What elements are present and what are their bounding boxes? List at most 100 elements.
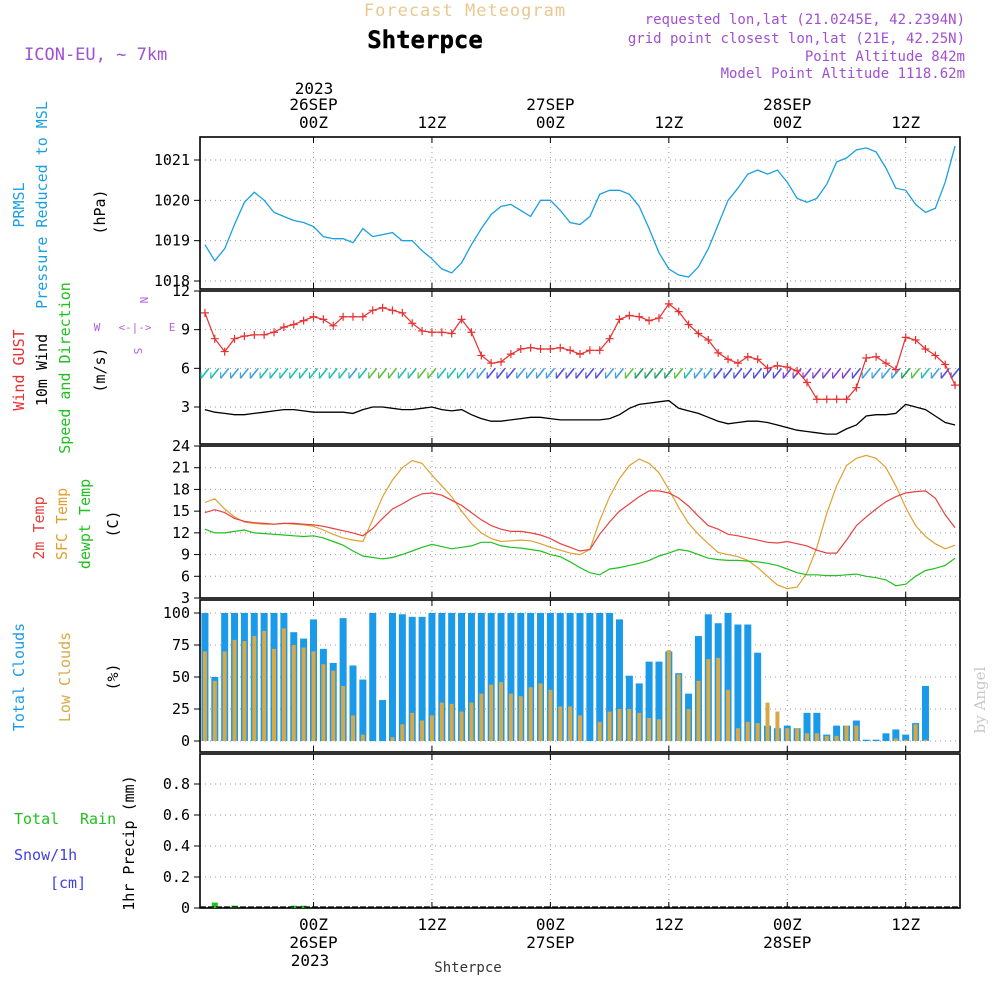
total-cloud-bar xyxy=(655,661,663,741)
gust-marker xyxy=(329,321,338,330)
credit-watermark: by Angel xyxy=(971,666,989,733)
ytick-label: 0 xyxy=(181,732,190,750)
temp-label-dewpt: dewpt Temp xyxy=(76,479,94,569)
wind-arrow xyxy=(565,367,575,379)
wind-arrow xyxy=(772,367,783,379)
wind-arrow xyxy=(762,367,773,379)
bottom-tick-label: 12Z xyxy=(654,915,683,934)
wind-arrow xyxy=(358,367,368,379)
precip-label-cm: [cm] xyxy=(50,874,86,892)
gust-marker xyxy=(724,355,733,364)
total-cloud-bar xyxy=(467,613,475,741)
precip-label-rain: Rain xyxy=(80,810,116,828)
low-cloud-bar xyxy=(706,659,711,741)
ytick-label: 0.4 xyxy=(163,837,190,855)
low-cloud-bar xyxy=(508,693,513,741)
panel-frame xyxy=(199,445,961,599)
wind-arrow xyxy=(802,367,812,379)
gust-marker xyxy=(368,306,377,315)
top-date-label: 27SEP xyxy=(526,95,574,114)
ytick-label: 24 xyxy=(172,437,190,455)
total-cloud-bar xyxy=(921,685,929,741)
low-cloud-bar xyxy=(341,685,346,741)
wind-label-unit: (m/s) xyxy=(91,347,109,392)
wind-arrow xyxy=(851,367,861,379)
gust-marker xyxy=(230,334,239,343)
wind-arrow xyxy=(743,367,753,379)
gust-marker xyxy=(733,359,742,368)
wind-arrow xyxy=(575,367,585,379)
ytick-label: 9 xyxy=(181,546,190,564)
total-cloud-bar xyxy=(428,613,436,741)
low-cloud-bar xyxy=(775,711,780,741)
wind-arrow xyxy=(753,367,763,379)
gust-marker xyxy=(773,361,782,370)
low-cloud-bar xyxy=(607,711,612,741)
wind-arrow xyxy=(733,367,743,379)
total-cloud-bar xyxy=(497,613,505,741)
low-cloud-bar xyxy=(814,733,819,741)
wind-compass: N W <-|-> E S xyxy=(94,297,176,355)
total-cloud-bar xyxy=(833,725,841,741)
ytick-label: 1020 xyxy=(154,191,190,209)
ytick-label: 50 xyxy=(172,668,190,686)
wind-arrow xyxy=(664,367,674,379)
pressure-panel-labels: PRMSL Pressure Reduced to MSL (hPa) xyxy=(10,101,109,309)
wind-arrow xyxy=(338,367,348,379)
low-cloud-bar xyxy=(232,639,237,741)
gust-marker xyxy=(566,346,575,355)
gust-marker xyxy=(595,346,604,355)
total-cloud-bar xyxy=(813,712,821,741)
gust-marker xyxy=(250,330,259,339)
gust-marker xyxy=(872,352,881,361)
bottom-tick-label: 12Z xyxy=(417,915,446,934)
compass-south: S xyxy=(131,348,144,355)
wind-arrow xyxy=(654,367,664,379)
low-cloud-bar xyxy=(676,674,681,741)
low-cloud-bar xyxy=(745,721,750,741)
gust-marker xyxy=(654,314,663,323)
low-cloud-bar xyxy=(262,630,267,741)
top-date-label: 28SEP xyxy=(763,95,811,114)
wind-arrow xyxy=(348,367,358,379)
wind-arrow xyxy=(476,367,486,379)
dewpt-line xyxy=(204,528,956,587)
sfc-temp-line xyxy=(204,454,956,590)
point-altitude: Point Altitude 842m xyxy=(805,49,965,65)
wind-arrow xyxy=(437,367,447,379)
gust-marker xyxy=(694,329,703,338)
low-cloud-bar xyxy=(459,711,464,741)
gust-marker xyxy=(763,364,772,373)
pressure-label-unit: (hPa) xyxy=(91,189,109,234)
total-cloud-bar xyxy=(388,613,396,741)
low-cloud-bar xyxy=(410,712,415,741)
wind-arrow xyxy=(516,367,526,379)
wind-arrow xyxy=(614,367,625,379)
gust-marker xyxy=(378,303,387,312)
gust-marker xyxy=(418,326,427,335)
pressure-line xyxy=(204,145,956,278)
low-cloud-bar xyxy=(844,725,849,741)
wind-arrow xyxy=(822,367,832,379)
low-cloud-bar xyxy=(469,702,474,741)
pressure-label-prmsl: PRMSL xyxy=(10,182,28,227)
low-cloud-bar xyxy=(568,706,573,741)
total-cloud-bar xyxy=(369,613,377,741)
low-cloud-bar xyxy=(726,689,731,741)
gust-marker xyxy=(348,312,357,321)
precip-label-total: Total xyxy=(14,810,59,828)
wind-arrow xyxy=(683,367,694,379)
wind-arrow xyxy=(289,367,299,379)
total-cloud-bar xyxy=(418,616,426,741)
gust-marker xyxy=(704,335,713,344)
total-cloud-bar xyxy=(408,616,416,741)
wind-arrow xyxy=(624,367,634,379)
low-cloud-bar xyxy=(716,657,721,741)
wind-arrow xyxy=(723,367,733,379)
gridpoint-coords: grid point closest lon,lat (21E, 42.25N) xyxy=(628,31,965,47)
gust-marker xyxy=(901,333,910,342)
low-cloud-bar xyxy=(923,739,928,741)
total-cloud-bar xyxy=(902,734,910,741)
wind-arrow xyxy=(861,367,871,379)
panel-pressure: 1018 1019 1020 1021 xyxy=(154,136,961,290)
